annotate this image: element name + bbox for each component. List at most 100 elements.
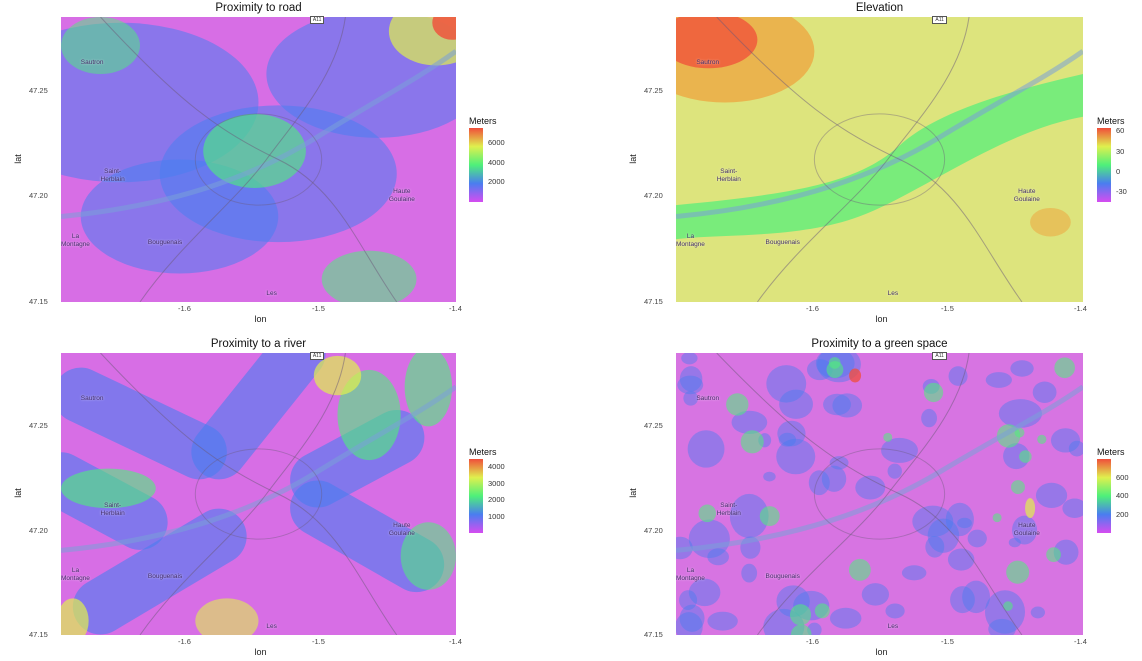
heat-layer (676, 17, 1083, 302)
x-tick-label: -1.5 (941, 304, 954, 313)
color-legend: Meters 600 400 200 (1097, 447, 1129, 533)
road-shield: A11 (932, 352, 947, 360)
chart-title: Elevation (855, 2, 904, 14)
legend-colorbar (469, 128, 483, 202)
y-tick-label: 47.15 (29, 297, 48, 306)
place-label: Saint- Herblain (716, 502, 741, 518)
place-label: Sautron (696, 394, 720, 402)
x-tick-label: -1.5 (312, 637, 325, 646)
place-label: Les (887, 623, 899, 631)
heat-layer (676, 353, 1083, 635)
legend-title: Meters (469, 116, 497, 126)
road-shield: A11 (309, 16, 325, 24)
y-tick-label: 47.25 (644, 85, 663, 95)
place-label: Les (887, 290, 899, 298)
y-tick-label: 47.20 (644, 191, 663, 201)
legend-tick-label: 30 (1116, 146, 1125, 156)
y-tick-label: 47.25 (29, 85, 48, 95)
legend-colorbar (1097, 459, 1111, 533)
x-axis-label: lon (875, 314, 888, 324)
road-shield: A11 (932, 16, 947, 24)
x-axis-label: lon (875, 647, 888, 657)
legend-tick-label: 4000 (488, 157, 505, 167)
heat-layer (61, 353, 456, 635)
legend-tick-label: 6000 (488, 137, 505, 147)
place-label: Saint- Herblain (100, 167, 125, 183)
road-overlay (676, 17, 1083, 302)
chart-title: Proximity to a river (210, 338, 307, 350)
place-label: Les (266, 623, 277, 631)
place-label: La Montagne (676, 566, 705, 582)
heatmap-svg (61, 353, 456, 635)
legend-tick-label: 3000 (488, 478, 505, 488)
color-legend: Meters 60 30 0 -30 (1097, 116, 1127, 202)
place-label: Sautron (696, 59, 720, 67)
heatmap-svg (676, 353, 1083, 635)
x-tick-label: -1.5 (312, 304, 325, 313)
y-tick-label: 47.25 (29, 421, 48, 431)
legend-tick-label: 4000 (488, 462, 505, 472)
y-tick-label: 47.15 (644, 630, 663, 639)
x-tick-label: -1.5 (941, 637, 954, 646)
legend-tick-label: -30 (1116, 186, 1127, 196)
legend-tick-label: 0 (1116, 166, 1121, 176)
legend-tick-label: 60 (1116, 126, 1125, 136)
x-tick-label: -1.4 (1074, 304, 1087, 313)
place-label: La Montagne (676, 233, 705, 249)
x-tick-label: -1.6 (178, 304, 191, 313)
legend-tick-label: 200 (1116, 509, 1129, 519)
x-tick-label: -1.6 (806, 304, 819, 313)
y-tick-label: 47.20 (29, 191, 48, 201)
place-label: Bouguenais (147, 239, 183, 246)
place-label: Bouguenais (147, 572, 183, 580)
place-label: Haute Goulaine (1013, 521, 1040, 537)
legend-tick-label: 600 (1116, 472, 1129, 482)
y-tick-label: 47.20 (29, 525, 48, 535)
place-label: Haute Goulaine (1013, 187, 1040, 203)
place-label: La Montagne (61, 233, 90, 249)
legend-title: Meters (1097, 116, 1125, 126)
x-tick-label: -1.6 (178, 637, 191, 646)
y-tick-label: 47.25 (644, 421, 663, 431)
legend-tick-label: 1000 (488, 511, 505, 521)
legend-tick-label: 400 (1116, 491, 1129, 500)
road-shield: A11 (309, 352, 325, 360)
y-tick-label: 47.15 (644, 297, 663, 306)
place-label: Saint- Herblain (100, 502, 125, 518)
place-label: Haute Goulaine (388, 521, 415, 537)
y-tick-label: 47.15 (29, 630, 48, 639)
map-plot-area: Sautron Saint- Herblain La Montagne Bouguen… (676, 353, 1083, 635)
map-plot-area: Sautron Saint- Herblain La Montagne Bouguen… (61, 17, 456, 302)
x-axis-label: lon (254, 314, 267, 324)
y-axis-label: lat (12, 153, 23, 164)
y-tick-label: 47.20 (644, 525, 663, 535)
place-label: Les (266, 290, 277, 298)
legend-title: Meters (1097, 447, 1125, 457)
place-label: Saint- Herblain (716, 167, 741, 183)
heatmap-svg (676, 17, 1083, 302)
legend-title: Meters (469, 447, 497, 457)
legend-tick-label: 2000 (488, 177, 505, 187)
chart-title: Proximity to road (215, 2, 302, 14)
place-label: La Montagne (61, 566, 90, 582)
road-overlay (676, 353, 1083, 635)
heat-layer (61, 17, 456, 302)
map-plot-area: Sautron Saint- Herblain La Montagne Bouguen… (61, 353, 456, 635)
legend-colorbar (1097, 128, 1111, 202)
heatmap-svg (61, 17, 456, 302)
map-plot-area: Sautron Saint- Herblain La Montagne Bouguen… (676, 17, 1083, 302)
place-label: Haute Goulaine (388, 187, 415, 203)
road-overlay (61, 353, 456, 635)
chart-title: Proximity to a green space (811, 338, 948, 350)
color-legend: Meters 4000 3000 2000 1000 (469, 447, 505, 533)
road-overlay (61, 17, 456, 302)
x-tick-label: -1.4 (449, 304, 462, 313)
x-tick-label: -1.4 (449, 637, 462, 646)
x-tick-label: -1.4 (1074, 637, 1087, 646)
y-axis-label: lat (627, 153, 638, 164)
legend-colorbar (469, 459, 483, 533)
x-tick-label: -1.6 (806, 637, 819, 646)
place-label: Sautron (80, 394, 104, 402)
place-label: Bouguenais (765, 572, 800, 580)
legend-tick-label: 2000 (488, 495, 505, 505)
